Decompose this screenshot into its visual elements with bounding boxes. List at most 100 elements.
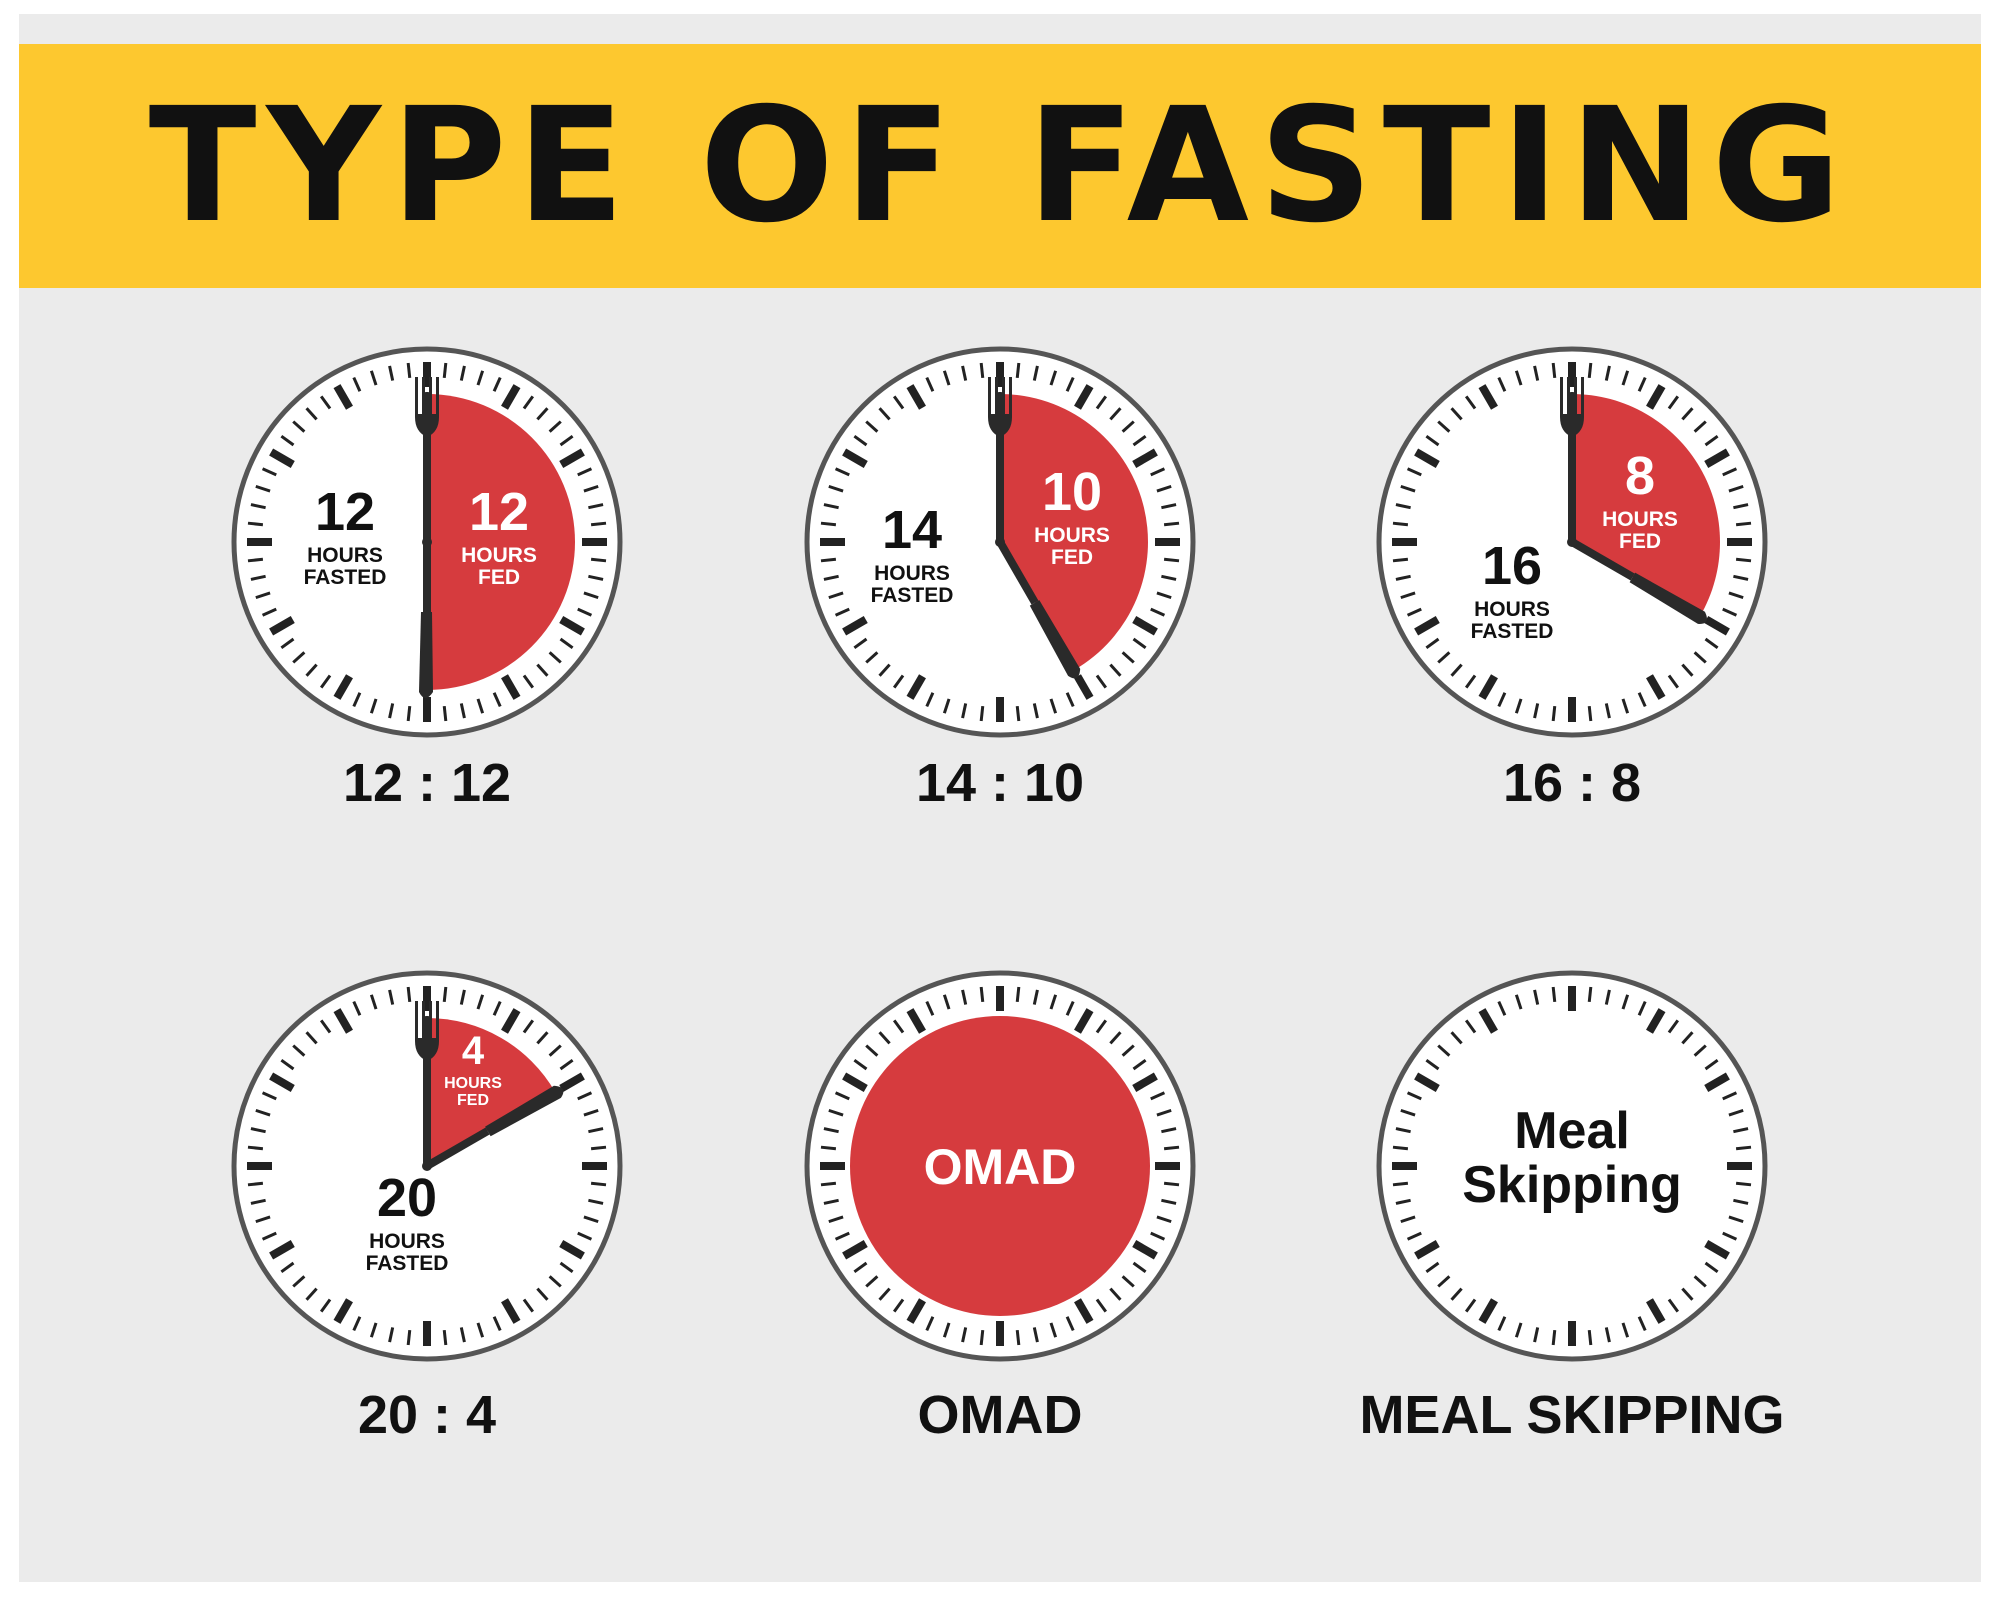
fasted-label-hours: HOURS — [874, 562, 950, 585]
minute-tick — [1604, 989, 1611, 1005]
minute-tick — [577, 1231, 593, 1241]
minute-tick — [388, 989, 395, 1005]
minute-tick — [280, 637, 295, 650]
minute-tick — [1514, 698, 1523, 714]
minute-tick — [1065, 692, 1075, 708]
clock-face — [1376, 970, 1768, 1362]
hour-tick — [842, 616, 868, 636]
minute-tick — [1163, 1145, 1180, 1151]
minute-tick — [292, 420, 306, 433]
minute-tick — [583, 484, 599, 493]
fed-hours-number: 8 — [1625, 446, 1655, 506]
minute-tick — [1681, 1287, 1694, 1301]
hour-tick — [906, 1298, 926, 1324]
minute-tick — [406, 705, 412, 722]
minute-tick — [979, 362, 985, 379]
minute-tick — [536, 407, 549, 421]
minute-tick — [1395, 1198, 1411, 1205]
minute-tick — [255, 1108, 271, 1117]
minute-tick — [588, 1198, 604, 1205]
minute-tick — [536, 663, 549, 677]
fed-label-fed: FED — [1619, 530, 1661, 553]
hour-tick — [1646, 384, 1666, 410]
dial-meal-skipping: Meal Skipping — [1372, 966, 1772, 1366]
minute-tick — [1109, 407, 1122, 421]
minute-tick — [1464, 674, 1477, 689]
minute-tick — [1450, 407, 1463, 421]
hour-tick — [1132, 616, 1158, 636]
minute-tick — [1497, 1316, 1507, 1332]
minute-tick — [1728, 484, 1744, 493]
minute-tick — [559, 637, 574, 650]
minute-tick — [878, 1287, 891, 1301]
minute-tick — [1637, 1000, 1647, 1016]
minute-tick — [1551, 986, 1557, 1003]
minute-tick — [1735, 1181, 1752, 1187]
minute-tick — [828, 591, 844, 600]
fasted-label-hours: HOURS — [369, 1230, 445, 1253]
caption-omad: OMAD — [917, 1385, 1083, 1445]
minute-tick — [1587, 1329, 1593, 1346]
minute-tick — [1392, 521, 1409, 527]
minute-tick — [820, 1181, 837, 1187]
minute-tick — [1728, 1108, 1744, 1117]
minute-tick — [1150, 1091, 1166, 1101]
minute-tick — [406, 1329, 412, 1346]
minute-tick — [878, 407, 891, 421]
minute-tick — [255, 1215, 271, 1224]
caption-meal-skipping: MEAL SKIPPING — [1359, 1385, 1785, 1445]
fed-label-hours: HOURS — [1602, 508, 1678, 531]
dial-12-12: 12 HOURS FASTED 12 HOURS FED — [227, 342, 627, 742]
minute-tick — [853, 637, 868, 650]
minute-tick — [1728, 591, 1744, 600]
minute-tick — [588, 574, 604, 581]
minute-tick — [1667, 1019, 1680, 1034]
hour-tick — [1132, 1072, 1158, 1092]
minute-tick — [459, 703, 466, 719]
minute-tick — [292, 651, 306, 664]
minute-tick — [1392, 557, 1409, 563]
minute-tick — [1095, 395, 1108, 410]
fork-knife-hands — [988, 377, 1081, 679]
minute-tick — [942, 698, 951, 714]
minute-tick — [1728, 1215, 1744, 1224]
minute-tick — [1425, 1261, 1440, 1274]
minute-tick — [1681, 407, 1694, 421]
hour-tick — [559, 448, 585, 468]
minute-tick — [1637, 1316, 1647, 1332]
minute-tick — [1095, 1019, 1108, 1034]
minute-tick — [1604, 365, 1611, 381]
minute-tick — [1533, 703, 1540, 719]
minute-tick — [892, 395, 905, 410]
minute-tick — [853, 1261, 868, 1274]
minute-tick — [1395, 1127, 1411, 1134]
minute-tick — [1437, 420, 1451, 433]
minute-tick — [925, 1316, 935, 1332]
minute-tick — [823, 1127, 839, 1134]
hour-tick — [559, 1240, 585, 1260]
minute-tick — [865, 420, 879, 433]
hour-tick — [333, 1298, 353, 1324]
minute-tick — [1450, 663, 1463, 677]
minute-tick — [878, 1031, 891, 1045]
minute-tick — [820, 521, 837, 527]
caption-14-10: 14 : 10 — [915, 753, 1085, 813]
minute-tick — [1049, 698, 1058, 714]
minute-tick — [1065, 1000, 1075, 1016]
hour-tick — [842, 1240, 868, 1260]
minute-tick — [459, 989, 466, 1005]
minute-tick — [1406, 1091, 1422, 1101]
minute-tick — [942, 994, 951, 1010]
minute-tick — [522, 1019, 535, 1034]
meal-skipping-line-2: Skipping — [1462, 1156, 1682, 1214]
fed-label-hours: HOURS — [1034, 524, 1110, 547]
hour-tick — [269, 1240, 295, 1260]
minute-tick — [1604, 1327, 1611, 1343]
minute-tick — [1533, 365, 1540, 381]
minute-tick — [406, 362, 412, 379]
minute-tick — [1704, 1261, 1719, 1274]
minute-tick — [548, 1044, 562, 1057]
hour-tick — [269, 448, 295, 468]
fed-label-fed: FED — [478, 566, 520, 589]
fork-knife-hands — [415, 377, 439, 698]
